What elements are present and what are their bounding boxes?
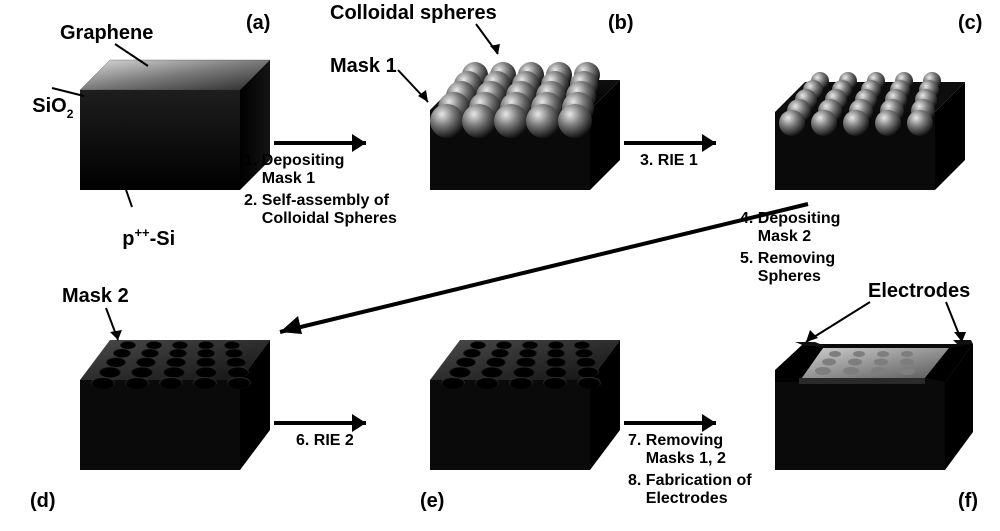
spheres-b [430, 62, 600, 138]
panel-letter-e: (e) [420, 490, 444, 513]
panel-f-cube [735, 320, 975, 500]
label-colloidal: Colloidal spheres [330, 2, 497, 25]
panel-letter-f: (f) [958, 490, 978, 513]
label-sio2: SiO2 [10, 72, 73, 141]
panel-c-cube [735, 30, 965, 220]
step-5: 5. Removing Spheres [740, 250, 835, 287]
panel-letter-d: (d) [30, 490, 56, 513]
step-6: 6. RIE 2 [296, 432, 354, 450]
label-graphene: Graphene [60, 22, 153, 45]
step-3: 3. RIE 1 [640, 152, 698, 170]
spheres-c [779, 72, 941, 136]
step-2: 2. Self-assembly of Colloidal Spheres [244, 192, 397, 229]
panel-e-cube [390, 320, 620, 500]
step-1: 1. Depositing Mask 1 [244, 152, 344, 189]
step-4: 4. Depositing Mask 2 [740, 210, 840, 247]
panel-letter-c: (c) [958, 12, 982, 35]
label-psi: p++-Si [100, 205, 175, 274]
panel-letter-a: (a) [246, 12, 270, 35]
panel-b-cube [390, 30, 620, 220]
label-electrodes: Electrodes [868, 280, 970, 303]
panel-letter-b: (b) [608, 12, 634, 35]
step-7: 7. Removing Masks 1, 2 [628, 432, 726, 469]
label-mask2: Mask 2 [62, 285, 129, 308]
step-8: 8. Fabrication of Electrodes [628, 472, 752, 509]
figure-stage: Graphene SiO2 p++-Si Colloidal spheres M… [0, 0, 1000, 531]
panel-d-cube [40, 320, 270, 500]
label-mask1: Mask 1 [330, 55, 397, 78]
panel-a-cube [40, 50, 270, 220]
